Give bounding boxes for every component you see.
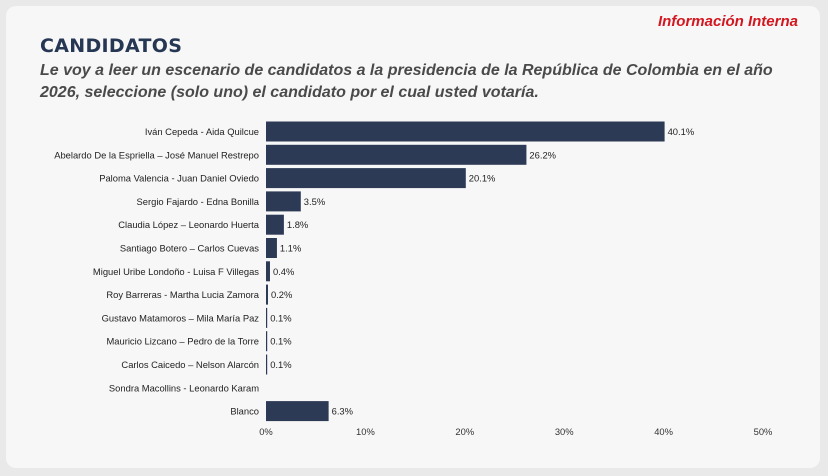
bar [266,238,277,258]
bar [266,307,268,328]
chart-card [6,6,820,468]
x-tick-label: 50% [754,426,773,437]
data-label: 0.4% [273,266,294,277]
category-label: Paloma Valencia - Juan Daniel Oviedo [99,173,259,184]
bar [266,214,284,235]
data-label: 3.5% [304,196,325,207]
category-label: Roy Barreras - Martha Lucia Zamora [106,289,259,300]
bar [266,354,268,375]
category-label: Mauricio Lizcano – Pedro de la Torre [106,336,259,347]
bar [266,168,466,189]
survey-question: Le voy a leer un escenario de candidatos… [40,62,773,101]
data-label: 0.2% [271,289,292,300]
data-label: 26.2% [529,149,556,160]
data-label: 0.1% [270,336,291,347]
x-tick-label: 10% [356,426,375,437]
category-label: Gustavo Matamoros – Mila María Paz [102,312,260,323]
page-title: CANDIDATOS [40,35,183,57]
data-label: 0.1% [270,359,291,370]
bar [266,121,665,142]
x-tick-label: 40% [654,426,673,437]
x-tick-label: 0% [259,426,273,437]
category-label: Sondra Macollins - Leonardo Karam [109,382,259,393]
category-label: Miguel Uribe Londoño - Luisa F Villegas [93,266,259,277]
category-label: Claudia López – Leonardo Huerta [118,219,260,230]
bar [266,144,527,165]
bar [266,261,270,282]
internal-info-tag: Información Interna [657,13,798,30]
x-tick-label: 30% [555,426,574,437]
data-label: 1.8% [287,219,308,230]
category-label: Blanco [230,406,259,417]
bar [266,191,301,212]
category-label: Sergio Fajardo - Edna Bonilla [137,196,260,207]
category-label: Carlos Caicedo – Nelson Alarcón [121,359,259,370]
x-tick-label: 20% [455,426,474,437]
bar [266,401,329,422]
category-label: Abelardo De la Espriella – José Manuel R… [54,149,259,160]
data-label: 6.3% [332,406,353,417]
bar [266,284,268,305]
data-label: 40.1% [668,126,695,137]
bar [266,331,268,352]
category-label: Santiago Botero – Carlos Cuevas [120,243,259,254]
category-label: Iván Cepeda - Aida Quilcue [145,126,259,137]
data-label: 0.1% [270,312,291,323]
data-label: 20.1% [469,173,496,184]
data-label: 1.1% [280,243,301,254]
